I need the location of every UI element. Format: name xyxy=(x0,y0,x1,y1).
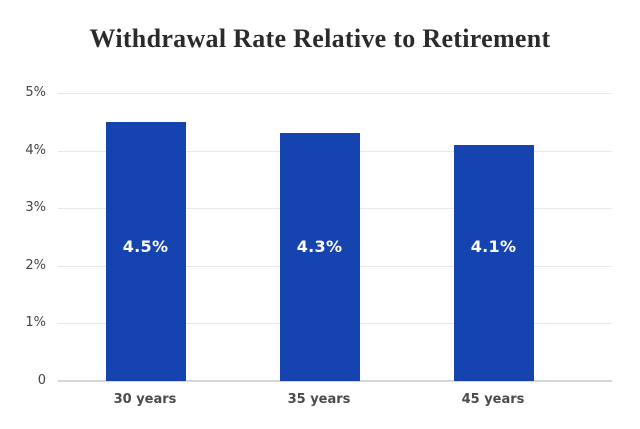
y-axis-tick-label: 5% xyxy=(25,85,46,100)
plot-area: 4.5% 4.3% 4.1% xyxy=(58,93,612,382)
bar-value-label: 4.3% xyxy=(296,237,343,256)
x-axis-label: 45 years xyxy=(461,392,525,407)
x-axis-label: 30 years xyxy=(113,392,177,407)
y-axis-tick-label: 4% xyxy=(25,142,46,158)
x-axis-line xyxy=(58,380,612,382)
y-axis-tick-label: 2% xyxy=(25,257,46,273)
bar-45-years: 4.1% xyxy=(453,144,534,381)
y-axis-tick-label: 3% xyxy=(25,200,46,216)
y-axis-tick-label: 0 xyxy=(37,373,46,388)
gridline xyxy=(58,93,612,94)
x-axis-label: 35 years xyxy=(287,392,351,407)
bar-35-years: 4.3% xyxy=(279,133,360,381)
y-axis-tick-label: 1% xyxy=(25,315,46,331)
bar-value-label: 4.5% xyxy=(122,237,169,256)
bar-value-label: 4.1% xyxy=(470,237,517,256)
bar-30-years: 4.5% xyxy=(105,121,186,381)
chart-title: Withdrawal Rate Relative to Retirement xyxy=(89,24,551,53)
